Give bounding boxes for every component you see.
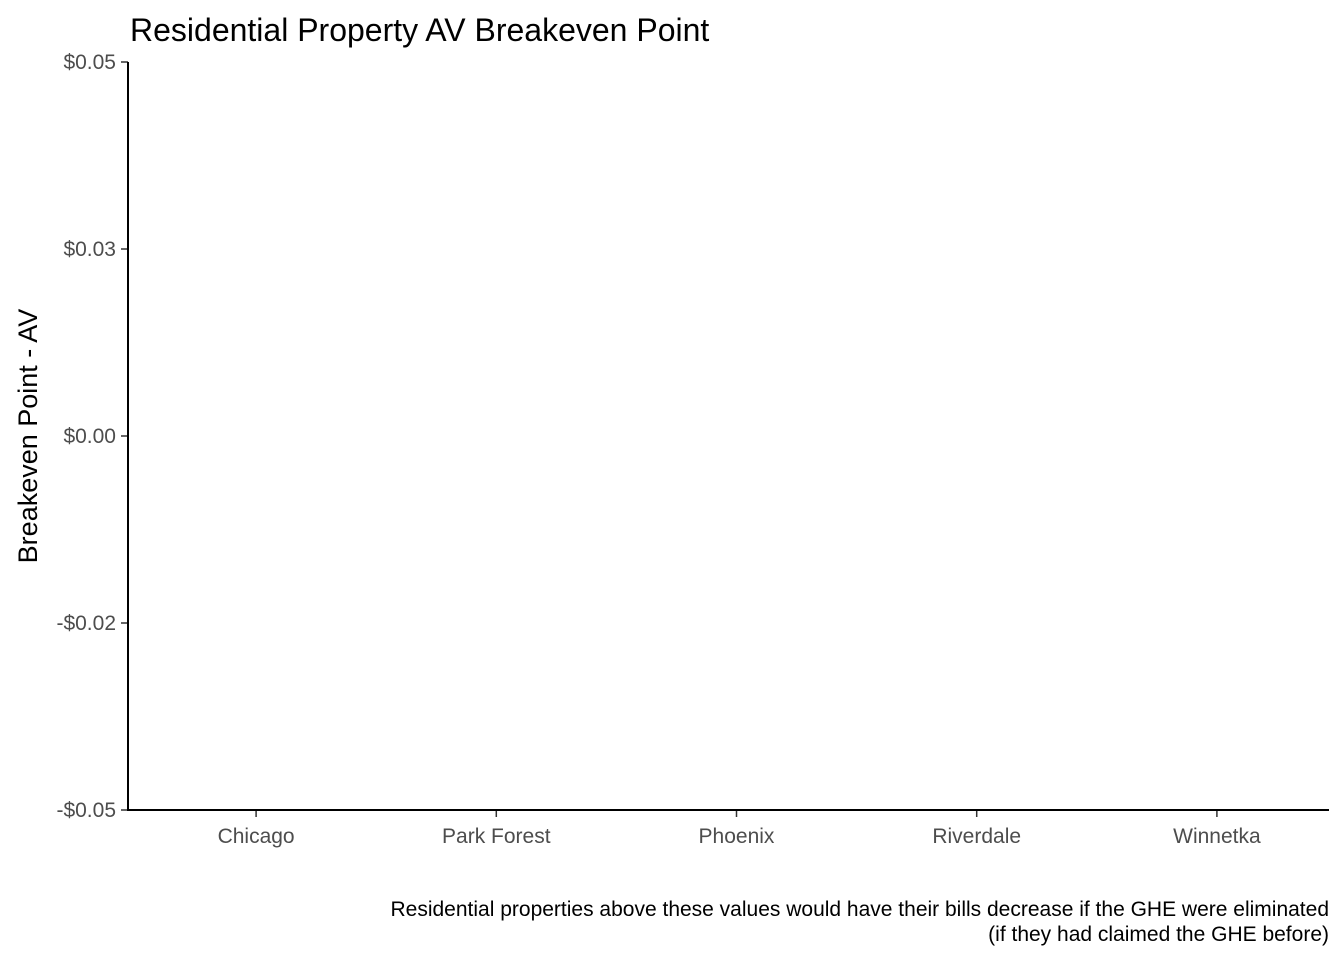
y-axis: $0.05 $0.03 $0.00 -$0.02 -$0.05: [56, 51, 128, 822]
y-tick-label: -$0.02: [56, 612, 116, 635]
y-tick-label: $0.05: [63, 51, 116, 74]
x-tick-label: Phoenix: [699, 825, 775, 848]
y-tick-label: $0.03: [63, 238, 116, 261]
x-tick-label: Winnetka: [1173, 825, 1261, 848]
x-axis: Chicago Park Forest Phoenix Riverdale Winnet…: [218, 810, 1261, 848]
x-tick-label: Park Forest: [442, 825, 551, 848]
y-tick-label: $0.00: [63, 425, 116, 448]
x-tick-label: Chicago: [218, 825, 295, 848]
y-tick-label: -$0.05: [56, 799, 116, 822]
caption-line-2: (if they had claimed the GHE before): [988, 923, 1329, 946]
caption-line-1: Residential properties above these value…: [390, 898, 1329, 921]
x-tick-label: Riverdale: [932, 825, 1021, 848]
chart-title: Residential Property AV Breakeven Point: [130, 12, 709, 48]
y-axis-title: Breakeven Point - AV: [13, 309, 43, 564]
